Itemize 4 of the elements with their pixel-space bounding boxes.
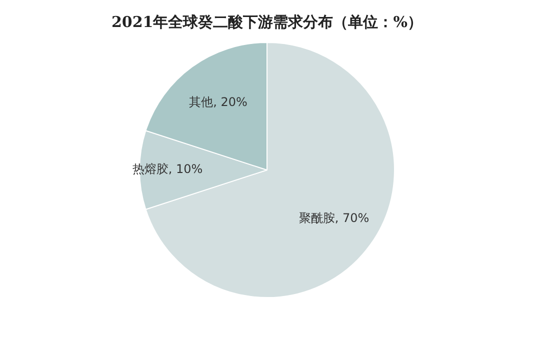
chart-title: 2021年全球癸二酸下游需求分布（单位：%） — [111, 12, 423, 31]
slice-label: 热熔胶, 10% — [132, 162, 203, 176]
slice-label: 其他, 20% — [189, 95, 248, 110]
slice-label: 聚酰胺, 70% — [298, 210, 370, 225]
